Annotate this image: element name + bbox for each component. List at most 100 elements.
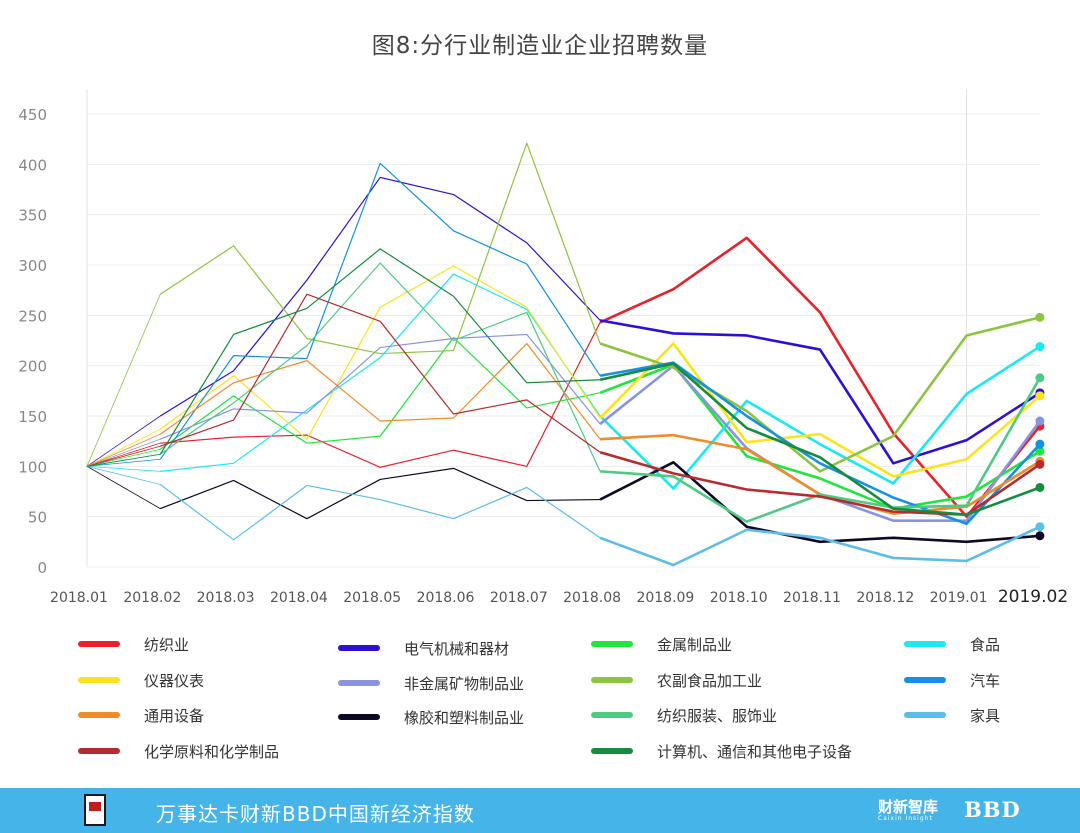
series-line-segment	[86, 453, 161, 467]
series-line	[159, 262, 601, 472]
x-tick-label: 2018.03	[197, 590, 255, 606]
series-line	[159, 162, 601, 460]
legend-label: 汽车	[970, 671, 1001, 690]
series-end-marker	[1035, 312, 1045, 322]
series-end-marker	[1035, 522, 1045, 532]
legend-label: 金属制品业	[657, 635, 733, 654]
footer-title: 万事达卡财新BBD中国新经济指数	[156, 802, 475, 826]
series-end-marker	[1035, 531, 1045, 541]
series-line	[159, 265, 601, 440]
legend-swatch	[904, 677, 946, 683]
index-book-logo	[84, 794, 106, 826]
x-tick-label: 2019.01	[930, 590, 988, 606]
legend-item[interactable]: 仪器仪表	[78, 670, 204, 690]
series-lines	[86, 142, 1045, 567]
series-line	[600, 433, 1041, 515]
y-tick-label: 150	[18, 408, 47, 426]
legend-label: 食品	[970, 635, 1001, 654]
legend-item[interactable]: 汽车	[904, 670, 1000, 690]
x-tick-label: 2018.07	[490, 590, 548, 606]
series-end-marker	[1035, 446, 1045, 456]
series-line-segment	[86, 465, 161, 510]
series-line	[160, 322, 601, 468]
line-chart: 0 50 100 150 200 250 300 350 400 450 2018.01 2018.0…	[18, 89, 1068, 607]
series-line	[160, 273, 601, 472]
series-line	[599, 342, 1041, 478]
y-tick-label: 350	[18, 207, 47, 225]
legend-label: 化学原料和化学制品	[144, 742, 280, 761]
legend-item[interactable]: 食品	[904, 634, 1000, 654]
legend-label: 纺织业	[144, 635, 190, 654]
legend-item[interactable]: 化学原料和化学制品	[78, 741, 279, 761]
series-line-segment	[86, 465, 161, 485]
x-tick-label: 2018.05	[343, 590, 401, 606]
x-tick-label: 2018.04	[270, 590, 328, 606]
legend-swatch	[338, 680, 380, 686]
series-line-segment	[86, 465, 161, 472]
y-tick-label: 450	[18, 106, 47, 124]
legend-item[interactable]: 通用设备	[78, 705, 204, 725]
bbd-logo: BBD	[964, 797, 1021, 822]
series-line-segment	[86, 458, 161, 467]
series-line	[160, 467, 601, 520]
series-end-marker	[1035, 391, 1045, 401]
series-line	[159, 483, 601, 541]
x-tick-label: 2018.02	[123, 590, 181, 606]
legend-item[interactable]: 农副食品加工业	[591, 670, 762, 690]
legend-swatch	[338, 714, 380, 720]
legend-swatch	[904, 641, 946, 647]
series-line	[599, 236, 1041, 518]
series-end-marker	[1035, 459, 1045, 469]
caixin-logo-subtext: Caixin Insight	[878, 815, 933, 822]
y-tick-label: 200	[18, 358, 47, 376]
x-tick-label: 2018.01	[50, 590, 108, 606]
legend-swatch	[591, 748, 633, 754]
legend-item[interactable]: 纺织服装、服饰业	[591, 705, 777, 725]
series-line	[159, 142, 601, 355]
legend-item[interactable]: 家具	[904, 705, 1000, 725]
legend-item[interactable]: 金属制品业	[591, 634, 732, 654]
legend-swatch	[78, 641, 120, 647]
series-line	[159, 342, 601, 440]
legend-label: 通用设备	[144, 706, 205, 725]
legend-label: 仪器仪表	[144, 671, 205, 690]
tick-labels: 0 50 100 150 200 250 300 350 400 450 2018.01 2018.0…	[18, 106, 1068, 607]
x-tick-label: 2018.09	[636, 590, 694, 606]
legend-swatch	[904, 712, 946, 718]
legend-label: 橡胶和塑料制品业	[404, 708, 525, 727]
series-line-segment	[86, 445, 161, 467]
y-tick-label: 400	[18, 156, 47, 174]
series-line-segment	[86, 415, 161, 467]
series-line-segment	[86, 433, 161, 467]
x-tick-label: 2018.12	[856, 590, 914, 606]
legend-item[interactable]: 橡胶和塑料制品业	[338, 707, 524, 727]
series-end-marker	[1035, 342, 1045, 352]
series-line	[160, 293, 601, 453]
legend-item[interactable]: 非金属矿物制品业	[338, 673, 524, 693]
legend-label: 农副食品加工业	[657, 671, 763, 690]
series-line	[159, 336, 601, 450]
legend-swatch	[78, 748, 120, 754]
y-tick-label: 0	[37, 559, 47, 577]
series-line-segment	[86, 293, 161, 467]
series-line-segment	[86, 438, 161, 467]
series-end-marker	[1035, 373, 1045, 383]
series-end-marker	[1035, 439, 1045, 449]
series-line	[599, 316, 1041, 473]
series-line	[599, 450, 1041, 516]
legend-swatch	[78, 712, 120, 718]
series-line-segment	[86, 448, 161, 467]
grid	[87, 113, 1040, 568]
legend-item[interactable]: 计算机、通信和其他电子设备	[591, 741, 852, 761]
legend-item[interactable]: 电气机械和器材	[338, 638, 509, 658]
series-end-marker	[1035, 416, 1045, 426]
series-line-segment	[86, 442, 161, 467]
legend-swatch	[591, 641, 633, 647]
x-tick-label: 2018.08	[563, 590, 621, 606]
legend-label: 非金属矿物制品业	[404, 674, 525, 693]
legend-label: 计算机、通信和其他电子设备	[657, 742, 853, 761]
legend-label: 纺织服装、服饰业	[657, 706, 778, 725]
series-line	[159, 176, 601, 417]
y-tick-label: 250	[18, 307, 47, 325]
legend-item[interactable]: 纺织业	[78, 634, 189, 654]
